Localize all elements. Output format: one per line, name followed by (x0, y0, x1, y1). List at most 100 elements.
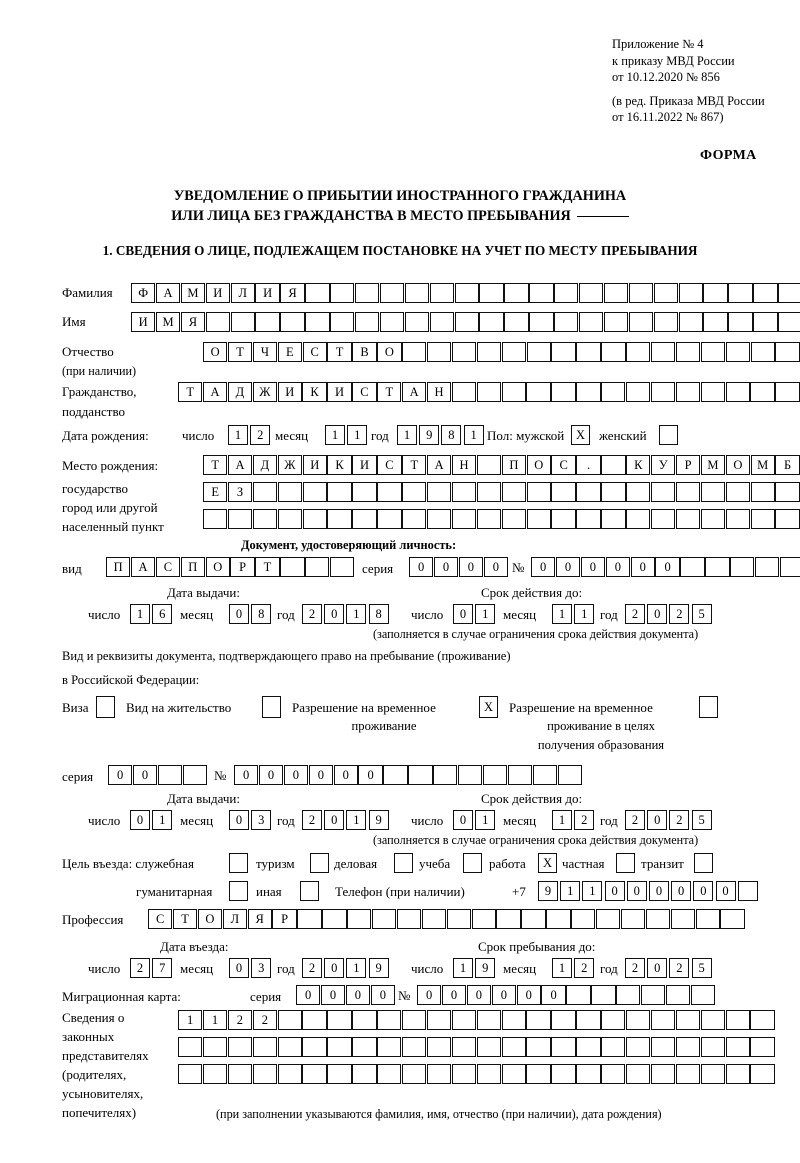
char-cell[interactable] (451, 382, 477, 402)
char-cell[interactable] (775, 342, 800, 362)
char-cell[interactable] (202, 1064, 228, 1084)
char-cell[interactable] (778, 312, 800, 332)
char-cell[interactable]: И (327, 382, 352, 402)
char-cell[interactable] (650, 1010, 676, 1030)
char-cell[interactable]: А (202, 382, 228, 402)
char-cell[interactable] (730, 557, 755, 577)
char-cell[interactable] (421, 909, 447, 929)
char-cell[interactable]: 6 (152, 604, 173, 624)
char-cell[interactable]: А (427, 455, 452, 475)
char-cell[interactable] (620, 909, 646, 929)
char-cell[interactable] (551, 1064, 576, 1084)
char-cell[interactable] (347, 909, 372, 929)
char-cell[interactable] (355, 312, 380, 332)
char-cell[interactable] (700, 382, 725, 402)
char-cell[interactable]: С (155, 557, 181, 577)
char-cell[interactable]: Р (675, 455, 701, 475)
char-cell[interactable] (297, 909, 322, 929)
char-cell[interactable] (476, 455, 502, 475)
char-cell[interactable]: О (725, 455, 750, 475)
char-cell[interactable] (379, 312, 405, 332)
char-cell[interactable]: 2 (669, 958, 690, 978)
char-cell[interactable]: И (255, 283, 280, 303)
char-cell[interactable]: 0 (130, 810, 150, 830)
char-cell[interactable]: 0 (324, 810, 345, 830)
char-cell[interactable] (526, 342, 551, 362)
char-cell[interactable]: 0 (648, 881, 669, 901)
char-cell[interactable] (680, 557, 705, 577)
char-cell[interactable]: 0 (693, 881, 714, 901)
char-cell[interactable]: И (352, 455, 377, 475)
char-cell[interactable] (551, 1037, 576, 1057)
char-cell[interactable] (750, 509, 775, 529)
char-cell[interactable]: Е (277, 342, 302, 362)
char-cell[interactable]: 0 (483, 557, 508, 577)
char-cell[interactable] (352, 1037, 377, 1057)
char-cell[interactable] (737, 881, 758, 901)
char-cell[interactable] (305, 312, 330, 332)
char-cell[interactable] (476, 382, 501, 402)
char-cell[interactable]: 0 (453, 604, 473, 624)
char-cell[interactable]: 8 (251, 604, 272, 624)
char-cell[interactable] (596, 909, 621, 929)
char-cell[interactable] (601, 382, 626, 402)
char-cell[interactable]: 0 (108, 765, 133, 785)
char-cell[interactable]: 0 (283, 765, 309, 785)
char-cell[interactable] (700, 482, 726, 502)
char-cell[interactable]: 0 (555, 557, 581, 577)
char-cell[interactable] (451, 1064, 477, 1084)
birthplace-line-3-input[interactable] (203, 509, 800, 529)
char-cell[interactable]: Б (775, 455, 800, 475)
char-cell[interactable] (402, 1037, 427, 1057)
char-cell[interactable] (690, 985, 716, 1005)
char-cell[interactable]: 0 (541, 985, 566, 1005)
char-cell[interactable] (476, 509, 502, 529)
char-cell[interactable] (750, 1037, 775, 1057)
char-cell[interactable] (501, 1010, 526, 1030)
char-cell[interactable] (750, 1064, 775, 1084)
char-cell[interactable] (330, 557, 355, 577)
char-cell[interactable] (454, 283, 479, 303)
char-cell[interactable] (601, 1064, 626, 1084)
char-cell[interactable] (645, 909, 671, 929)
sex-female-checkbox[interactable] (659, 425, 678, 445)
char-cell[interactable] (725, 1010, 750, 1030)
temp-edu-checkbox[interactable] (699, 696, 718, 718)
char-cell[interactable]: 0 (229, 810, 249, 830)
char-cell[interactable] (396, 909, 422, 929)
char-cell[interactable] (252, 509, 278, 529)
char-cell[interactable] (775, 382, 800, 402)
char-cell[interactable]: 0 (324, 958, 345, 978)
char-cell[interactable] (178, 1064, 203, 1084)
char-cell[interactable] (402, 509, 427, 529)
char-cell[interactable] (476, 1037, 501, 1057)
char-cell[interactable] (182, 765, 207, 785)
char-cell[interactable] (302, 509, 327, 529)
purpose-humanitarian-checkbox[interactable] (229, 881, 248, 901)
char-cell[interactable] (302, 1010, 327, 1030)
char-cell[interactable]: Я (280, 283, 305, 303)
char-cell[interactable]: 0 (647, 604, 668, 624)
char-cell[interactable] (504, 312, 529, 332)
char-cell[interactable] (471, 909, 496, 929)
char-cell[interactable] (650, 382, 676, 402)
char-cell[interactable] (626, 1037, 651, 1057)
char-cell[interactable] (482, 765, 508, 785)
char-cell[interactable] (280, 312, 305, 332)
char-cell[interactable] (404, 312, 430, 332)
char-cell[interactable] (526, 482, 551, 502)
char-cell[interactable] (526, 1064, 551, 1084)
char-cell[interactable] (603, 283, 629, 303)
char-cell[interactable] (779, 557, 800, 577)
char-cell[interactable]: О (377, 342, 402, 362)
char-cell[interactable] (675, 342, 701, 362)
